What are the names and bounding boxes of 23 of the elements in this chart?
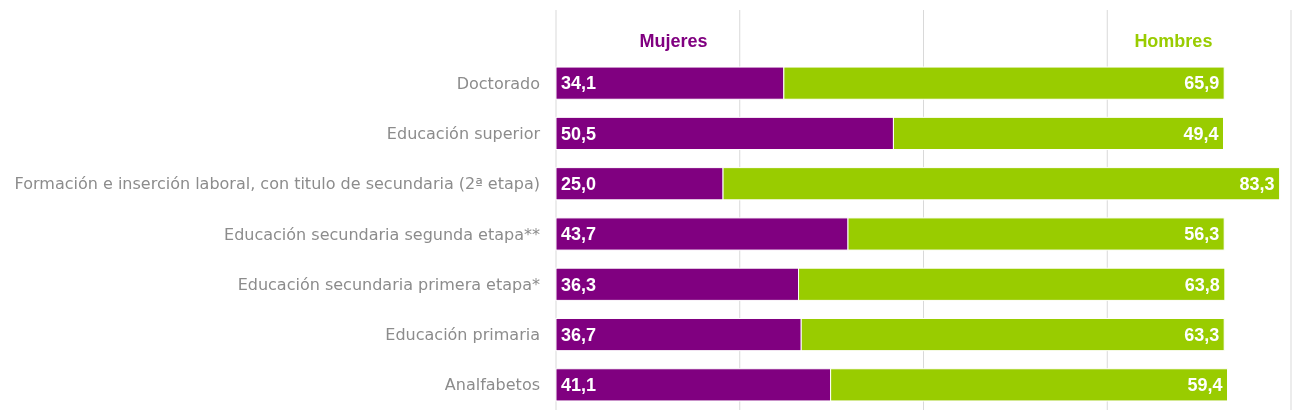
series-label: Hombres <box>1134 31 1213 51</box>
data-label: 59,4 <box>1187 375 1223 396</box>
y-tick-label: Formación e inserción laboral, con titulo de secundaria (2ª etapa) <box>14 174 540 194</box>
data-label: 50,5 <box>561 123 597 144</box>
data-label: 36,7 <box>561 324 597 345</box>
data-label: 56,3 <box>1184 224 1220 245</box>
data-label: 83,3 <box>1239 174 1275 195</box>
data-label: 25,0 <box>561 174 597 195</box>
series-label: Mujeres <box>639 31 708 51</box>
data-label: 49,4 <box>1183 123 1219 144</box>
data-label: 65,9 <box>1184 73 1220 94</box>
y-tick-label: Educación secundaria segunda etapa** <box>224 224 540 244</box>
data-label: 41,1 <box>561 375 597 396</box>
y-tick-label: Educación primaria <box>385 325 540 345</box>
y-tick-label: Doctorado <box>456 73 540 93</box>
data-label: 36,3 <box>561 274 597 295</box>
data-label: 63,3 <box>1184 324 1220 345</box>
y-tick-label: Analfabetos <box>444 375 540 395</box>
data-label: 34,1 <box>561 73 597 94</box>
y-tick-label: Educación superior <box>386 124 541 144</box>
data-label: 63,8 <box>1184 274 1220 295</box>
data-label: 43,7 <box>561 224 597 245</box>
y-tick-label: Educación secundaria primera etapa* <box>237 274 540 294</box>
